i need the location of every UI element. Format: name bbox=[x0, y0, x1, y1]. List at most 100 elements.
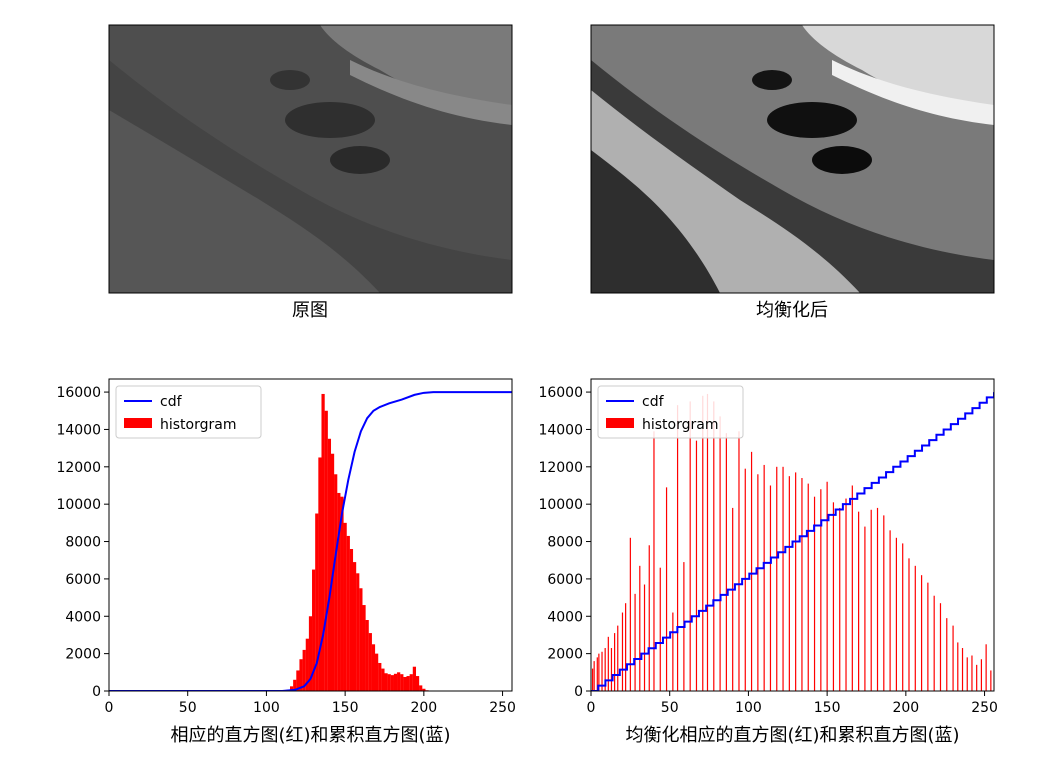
histogram-bar bbox=[952, 625, 954, 691]
histogram-bar bbox=[826, 481, 828, 691]
legend-cdf-label: cdf bbox=[642, 394, 665, 410]
histogram-bar bbox=[706, 393, 709, 691]
y-tick-label: 6000 bbox=[547, 572, 583, 588]
histogram-bar bbox=[415, 676, 420, 691]
histogram-bar bbox=[299, 659, 303, 691]
histogram-bar bbox=[725, 433, 727, 691]
histogram-bar bbox=[908, 558, 910, 691]
x-axis-label: 相应的直方图(红)和累积直方图(蓝) bbox=[170, 725, 450, 746]
histogram-bar bbox=[312, 569, 316, 691]
histogram-bar bbox=[596, 657, 598, 691]
original-image bbox=[108, 24, 513, 294]
histogram-bar bbox=[659, 567, 661, 691]
histogram-bar bbox=[337, 492, 341, 691]
y-tick-label: 0 bbox=[574, 684, 583, 700]
histogram-bar bbox=[920, 575, 923, 691]
histogram-bar bbox=[933, 595, 935, 691]
histogram-bar bbox=[732, 507, 734, 691]
histogram-bar bbox=[876, 507, 879, 691]
legend-cdf-label: cdf bbox=[160, 394, 183, 410]
y-tick-label: 2000 bbox=[65, 647, 101, 663]
legend: cdf historgram bbox=[597, 385, 744, 439]
y-tick-label: 2000 bbox=[547, 647, 583, 663]
histogram-bar bbox=[302, 649, 306, 691]
histogram-bar bbox=[308, 616, 313, 691]
histogram-bar bbox=[327, 438, 332, 691]
histogram-bar bbox=[639, 565, 641, 691]
x-tick-label: 100 bbox=[253, 700, 280, 716]
histogram-bar bbox=[305, 638, 309, 691]
x-tick-label: 250 bbox=[489, 700, 516, 716]
histogram-bar bbox=[665, 487, 668, 691]
x-axis-label: 均衡化相应的直方图(红)和累积直方图(蓝) bbox=[625, 725, 959, 746]
plot-area bbox=[109, 391, 512, 691]
histogram-bar bbox=[593, 661, 595, 691]
histogram-bar bbox=[293, 679, 297, 691]
histogram-bar bbox=[864, 526, 866, 691]
axes-frame bbox=[590, 378, 995, 692]
histogram-bar bbox=[390, 675, 394, 691]
y-tick-label: 8000 bbox=[65, 535, 101, 551]
histogram-bar bbox=[738, 431, 740, 691]
histogram-bar bbox=[807, 483, 809, 691]
histogram-bar bbox=[352, 562, 357, 691]
axes-frame bbox=[108, 378, 513, 692]
histogram-bar bbox=[371, 644, 376, 691]
histogram-bar bbox=[985, 644, 987, 691]
legend-histogram-label: historgram bbox=[642, 417, 718, 433]
histogram-bar bbox=[409, 674, 413, 691]
histogram-bar bbox=[870, 509, 872, 691]
legend-box bbox=[115, 385, 262, 439]
histogram-bar bbox=[625, 603, 627, 691]
histogram-bar bbox=[851, 485, 853, 691]
histogram-bar bbox=[610, 648, 613, 691]
plot-area bbox=[591, 392, 994, 691]
histogram-bar bbox=[359, 588, 363, 691]
y-tick-label: 4000 bbox=[547, 609, 583, 625]
x-tick-label: 250 bbox=[971, 700, 998, 716]
legend-box bbox=[597, 385, 744, 439]
histogram-bar bbox=[412, 666, 417, 691]
equalized-image bbox=[590, 24, 995, 294]
histogram-bar bbox=[346, 535, 350, 691]
histogram-bar bbox=[349, 549, 354, 691]
histogram-bar bbox=[648, 545, 650, 691]
x-tick-label: 150 bbox=[814, 700, 841, 716]
histogram-bar bbox=[769, 485, 772, 691]
y-tick-label: 10000 bbox=[56, 497, 101, 513]
histogram-bar bbox=[362, 605, 366, 691]
histogram-bar bbox=[889, 530, 891, 691]
histogram-bar bbox=[393, 673, 398, 691]
y-tick-label: 6000 bbox=[65, 572, 101, 588]
y-tick-label: 0 bbox=[92, 684, 101, 700]
histogram-bar bbox=[957, 642, 959, 691]
histogram-bar bbox=[629, 537, 631, 691]
histogram-bar bbox=[990, 670, 992, 691]
histogram-bar bbox=[365, 620, 369, 691]
x-tick-label: 150 bbox=[332, 700, 359, 716]
legend-histogram-label: historgram bbox=[160, 417, 236, 433]
histogram-bar bbox=[801, 478, 803, 691]
original-image-caption: 原图 bbox=[292, 300, 328, 321]
y-tick-label: 16000 bbox=[538, 385, 583, 401]
histogram-bar bbox=[820, 489, 822, 691]
histogram-bar bbox=[290, 686, 294, 691]
x-tick-label: 50 bbox=[179, 700, 197, 716]
y-tick-label: 10000 bbox=[538, 497, 583, 513]
histogram-bar bbox=[591, 668, 594, 691]
histogram-bar bbox=[604, 648, 606, 691]
histogram-bar bbox=[617, 625, 619, 691]
histogram-bar bbox=[643, 584, 646, 691]
y-tick-label: 12000 bbox=[56, 460, 101, 476]
histogram-bar bbox=[315, 513, 319, 691]
y-tick-label: 8000 bbox=[547, 535, 583, 551]
x-tick-label: 50 bbox=[661, 700, 679, 716]
histogram-bar bbox=[750, 451, 753, 691]
histogram-bar bbox=[321, 393, 325, 691]
histogram-bar bbox=[971, 655, 973, 691]
histogram-bar bbox=[713, 401, 715, 691]
y-tick-label: 4000 bbox=[65, 609, 101, 625]
histogram-bar bbox=[845, 498, 847, 691]
histogram-bar bbox=[368, 633, 372, 691]
